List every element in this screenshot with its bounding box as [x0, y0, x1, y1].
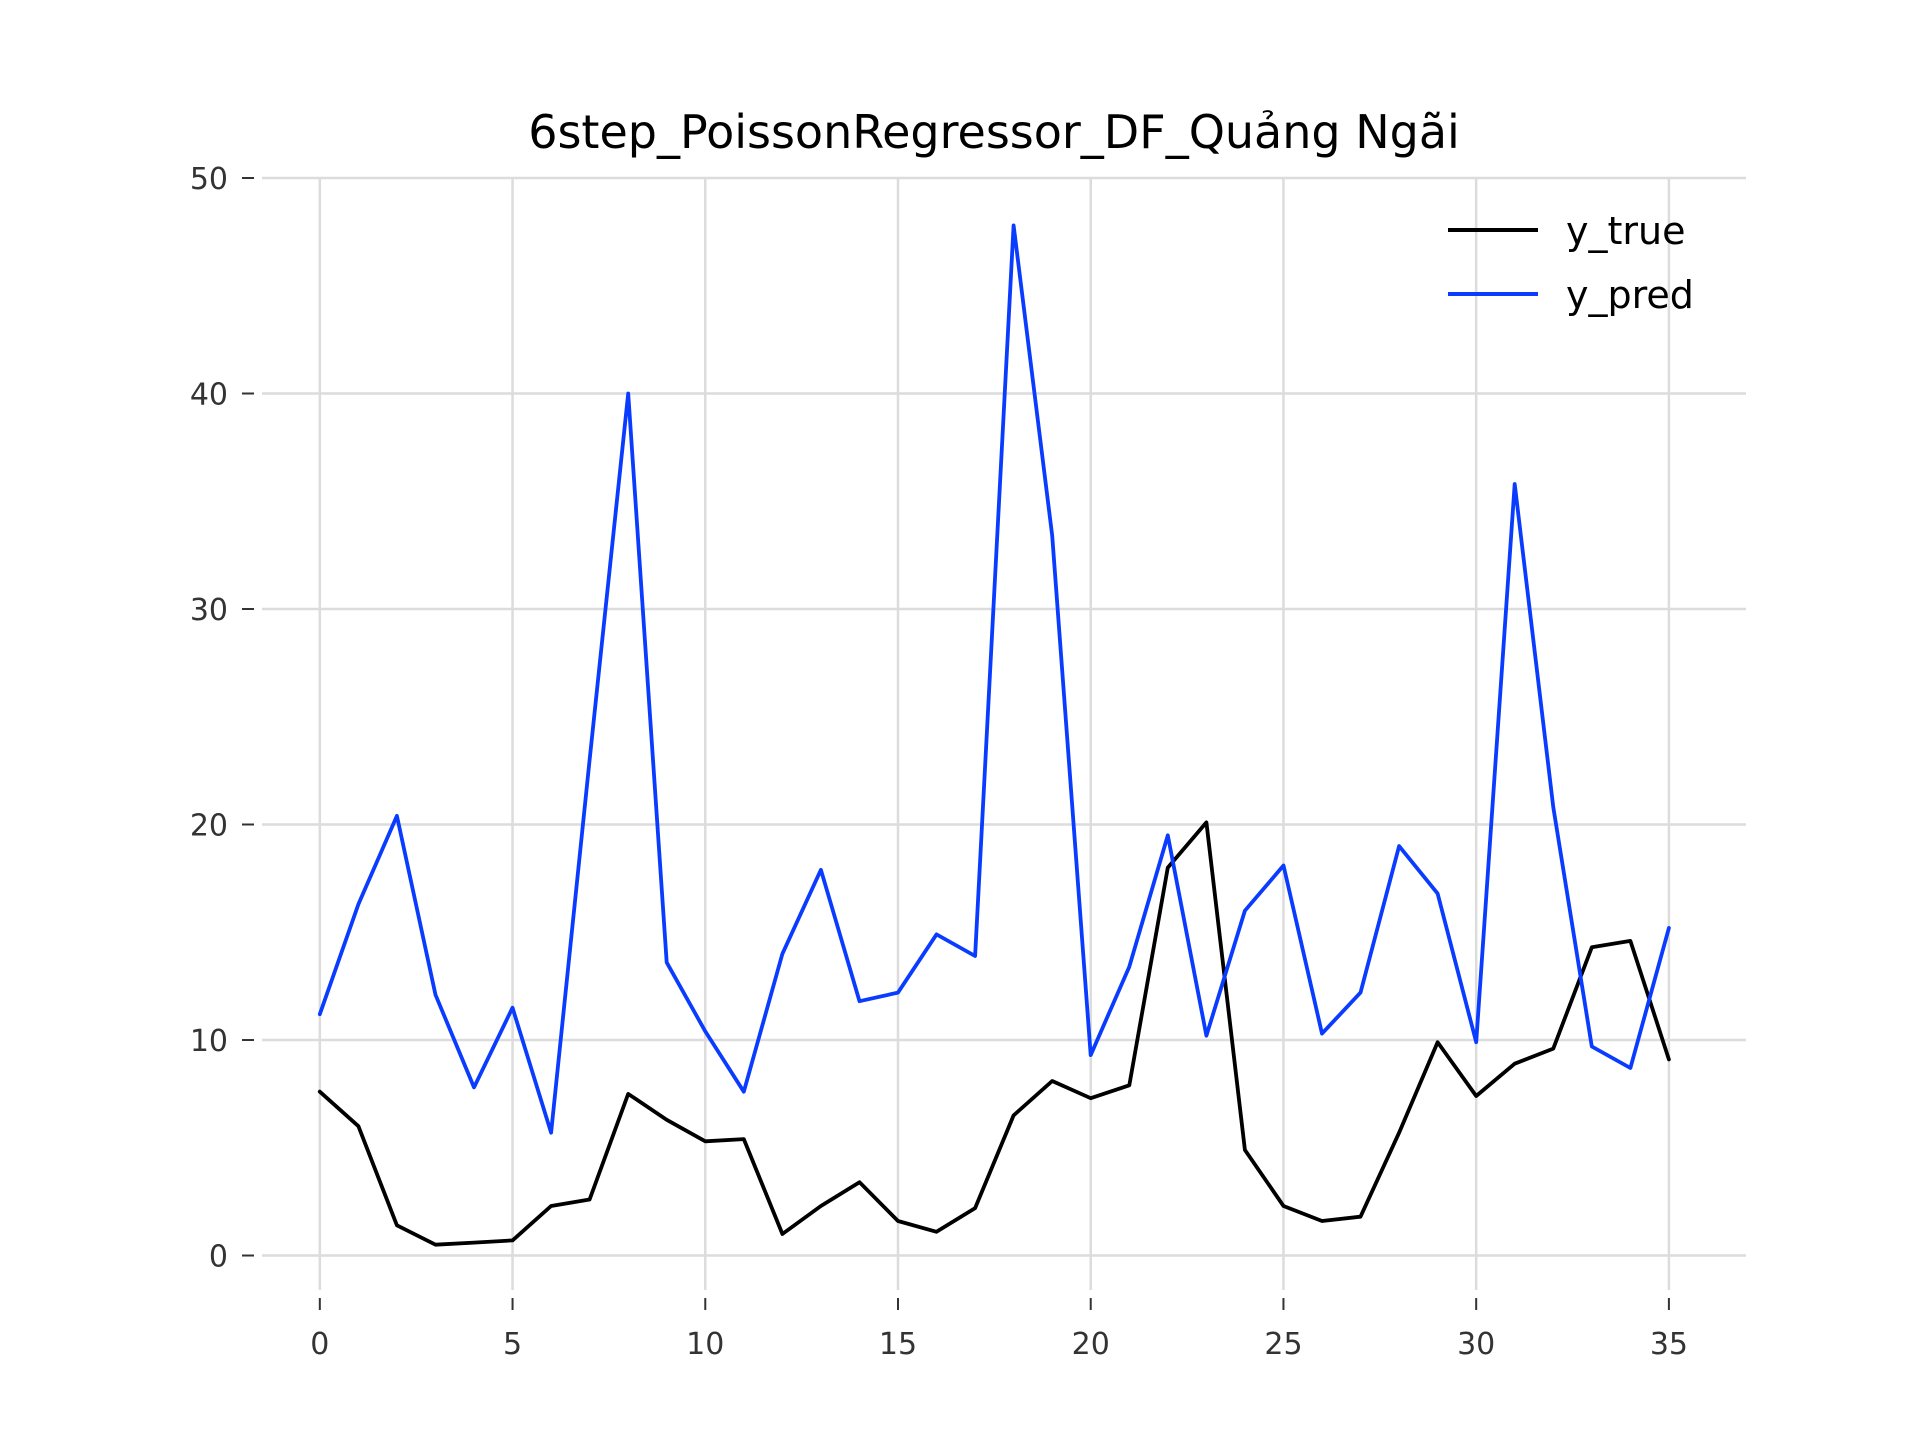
y-tick-label-20: 20: [190, 809, 228, 844]
legend-label-y-pred: y_pred: [1566, 273, 1694, 317]
y-tick-label-40: 40: [190, 378, 228, 413]
chart-title: 6step_PoissonRegressor_DF_Quảng Ngãi: [528, 105, 1460, 159]
x-tick-label-30: 30: [1457, 1327, 1495, 1362]
x-tick-label-25: 25: [1264, 1327, 1302, 1362]
x-tick-label-0: 0: [310, 1327, 329, 1362]
y-tick-label-10: 10: [190, 1024, 228, 1059]
series-line-y-true: [317, 820, 1671, 1247]
x-tick-label-10: 10: [686, 1327, 724, 1362]
grid: [262, 176, 1746, 1290]
series-line-y-pred: [317, 223, 1671, 1135]
axis-ticks: 0 10 20 30 40 50 0 5 10 15 20 25 30 35: [190, 162, 1688, 1362]
series: [317, 223, 1671, 1247]
y-tick-label-30: 30: [190, 593, 228, 628]
x-tick-label-5: 5: [503, 1327, 522, 1362]
x-tick-label-15: 15: [879, 1327, 917, 1362]
legend-label-y-true: y_true: [1566, 209, 1685, 253]
y-tick-label-50: 50: [190, 162, 228, 197]
legend: y_true y_pred: [1448, 209, 1694, 317]
x-tick-label-35: 35: [1650, 1327, 1688, 1362]
x-tick-label-20: 20: [1072, 1327, 1110, 1362]
y-tick-label-0: 0: [209, 1240, 228, 1275]
